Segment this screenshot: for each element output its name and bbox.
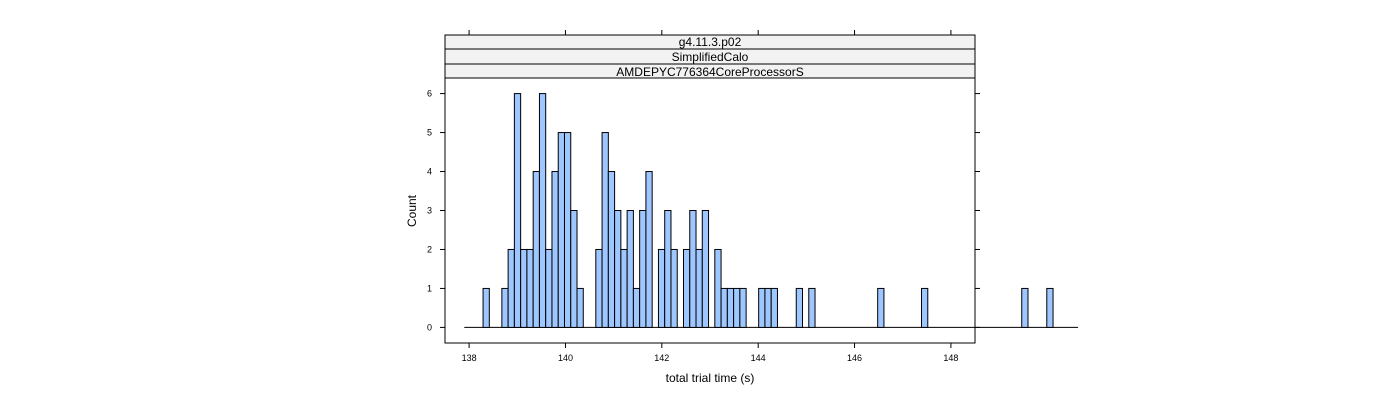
histogram-bar <box>921 287 929 328</box>
histogram-bar <box>501 287 509 328</box>
histogram-bar <box>532 171 540 328</box>
histogram-bar <box>513 93 522 328</box>
histogram-bar <box>664 210 672 328</box>
histogram-bar <box>620 248 628 328</box>
histogram-bar <box>576 287 584 328</box>
histogram-bar <box>1021 287 1029 328</box>
histogram-bar <box>507 248 515 328</box>
histogram-bar <box>538 93 547 328</box>
histogram-bar <box>520 248 528 328</box>
strip-0: g4.11.3.p02 <box>444 34 976 50</box>
y-tick-label: 5 <box>427 128 432 138</box>
histogram-bar <box>657 248 666 328</box>
histogram-bar <box>645 171 653 328</box>
histogram-bar <box>563 132 572 328</box>
histogram-bar <box>758 287 766 328</box>
histogram-bar <box>739 287 747 328</box>
histogram-bar <box>545 248 553 328</box>
histogram-bar <box>551 171 559 328</box>
y-tick-label: 0 <box>427 322 432 332</box>
histogram-bar <box>683 248 691 328</box>
histogram-bar <box>764 287 772 328</box>
x-tick-label: 138 <box>462 353 477 363</box>
strip-1: SimplifiedCalo <box>444 48 976 65</box>
histogram-bar <box>689 210 697 328</box>
y-tick-label: 1 <box>427 283 432 293</box>
histogram-bar <box>720 287 728 328</box>
y-axis-title: Count <box>405 194 419 227</box>
histogram-bar <box>607 171 616 328</box>
y-tick-label: 2 <box>427 244 432 254</box>
histogram-bar <box>595 248 603 328</box>
strip-1-label: SimplifiedCalo <box>672 50 749 64</box>
histogram-bar <box>670 248 678 328</box>
x-axis-title: total trial time (s) <box>666 371 755 385</box>
x-tick-label: 144 <box>751 353 766 363</box>
x-tick-label: 140 <box>558 353 573 363</box>
strip-2-label: AMDEPYC776364CoreProcessorS <box>616 65 803 79</box>
histogram-bar <box>482 287 490 328</box>
histogram-bar <box>726 287 735 328</box>
histogram-bar <box>639 210 647 328</box>
histogram-bar <box>526 248 534 328</box>
x-tick-label: 142 <box>654 353 669 363</box>
histogram-bar <box>632 287 641 328</box>
strip-2: AMDEPYC776364CoreProcessorS <box>444 63 976 79</box>
x-tick-label: 146 <box>847 353 862 363</box>
y-tick-label: 4 <box>427 167 432 177</box>
y-tick-label: 6 <box>427 89 432 99</box>
histogram-bar <box>795 287 804 328</box>
histogram-bar <box>733 287 741 328</box>
x-ticks: 138 140 142 144 146 148 <box>462 30 958 363</box>
bars-group <box>464 93 1079 328</box>
histogram-bar <box>557 132 565 328</box>
histogram-bar <box>1046 287 1054 328</box>
histogram-bar <box>626 210 634 328</box>
strip-0-label: g4.11.3.p02 <box>679 35 742 49</box>
histogram-bar <box>570 210 578 328</box>
histogram-bar <box>695 248 703 328</box>
histogram-bar <box>770 287 778 328</box>
histogram-bar <box>701 210 710 328</box>
y-ticks: 0 1 2 3 4 5 6 <box>427 89 980 332</box>
histogram-bar <box>601 132 609 328</box>
x-tick-label: 148 <box>943 353 958 363</box>
histogram-bar <box>877 287 885 328</box>
histogram-bar <box>614 210 622 328</box>
histogram-bar <box>808 287 816 328</box>
y-tick-label: 3 <box>427 206 432 216</box>
histogram-bar <box>714 248 722 328</box>
